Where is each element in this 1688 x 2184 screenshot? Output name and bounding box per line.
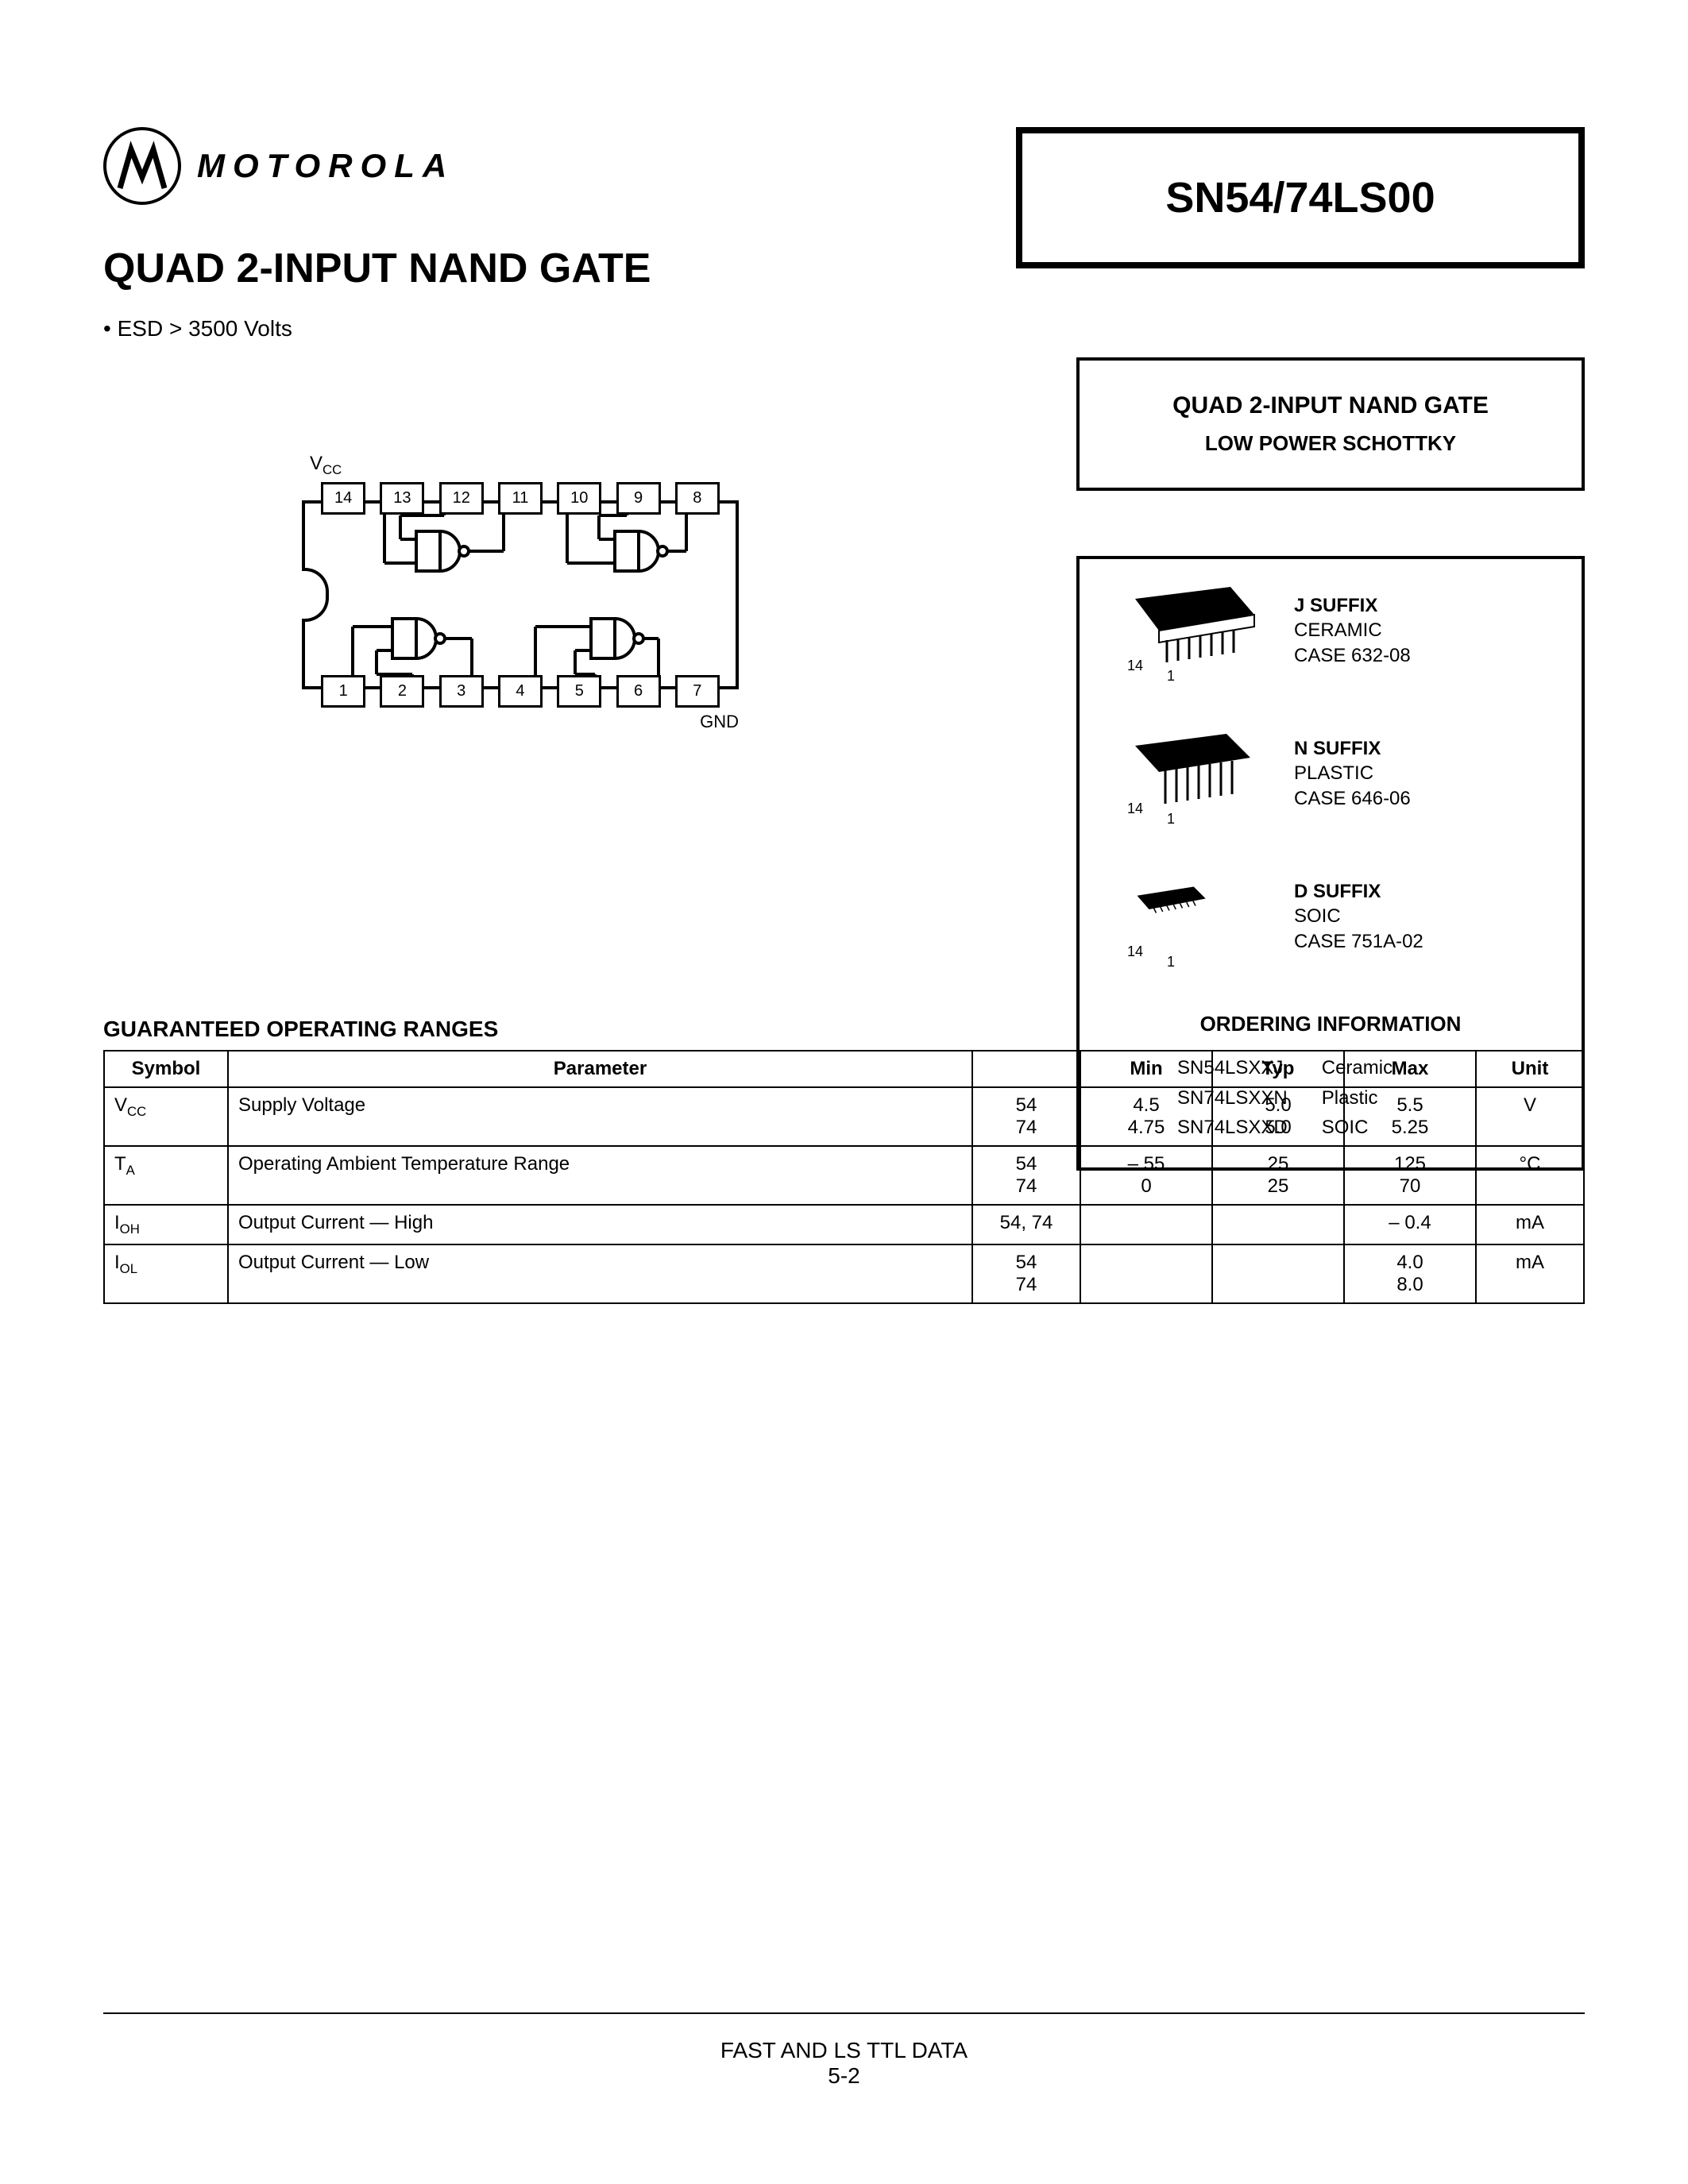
nand-gates-icon xyxy=(305,504,736,686)
ordering-row: SN74LSXXDSOIC xyxy=(1176,1113,1424,1142)
package-case: CASE 632-08 xyxy=(1294,643,1411,668)
cell-cond: 5474 xyxy=(972,1087,1080,1146)
package-suffix: D SUFFIX xyxy=(1294,879,1423,904)
package-row: 14 1 J SUFFIX CERAMIC CASE 632-08 xyxy=(1103,583,1558,678)
pin-9: 9 xyxy=(616,482,661,515)
ordering-desc: Ceramic xyxy=(1321,1054,1424,1082)
pin-13: 13 xyxy=(380,482,424,515)
pin-6: 6 xyxy=(616,675,661,708)
pin1-label: 1 xyxy=(1167,811,1175,828)
chip-body xyxy=(302,500,739,689)
desc-subtitle: LOW POWER SCHOTTKY xyxy=(1103,431,1558,456)
package-icon: 14 1 xyxy=(1103,583,1262,678)
ordering-list: SN54LSXXJCeramicSN74LSXXNPlasticSN74LSXX… xyxy=(1175,1052,1426,1144)
cell-param: Operating Ambient Temperature Range xyxy=(228,1146,972,1205)
pin-7: 7 xyxy=(675,675,720,708)
cell-cond: 5474 xyxy=(972,1146,1080,1205)
package-case: CASE 646-06 xyxy=(1294,786,1411,811)
pin14-label: 14 xyxy=(1127,658,1143,674)
pin-8: 8 xyxy=(675,482,720,515)
package-icon: 14 1 xyxy=(1103,726,1262,821)
package-info: J SUFFIX CERAMIC CASE 632-08 xyxy=(1294,593,1411,668)
gnd-label: GND xyxy=(302,712,739,732)
cell-param: Supply Voltage xyxy=(228,1087,972,1146)
cell-typ xyxy=(1212,1244,1344,1303)
ordering-code: SN74LSXXN xyxy=(1176,1084,1319,1113)
cell-min xyxy=(1080,1205,1212,1244)
cell-unit: mA xyxy=(1476,1244,1584,1303)
cell-max: – 0.4 xyxy=(1344,1205,1476,1244)
cell-cond: 54, 74 xyxy=(972,1205,1080,1244)
pin-10: 10 xyxy=(557,482,601,515)
cell-min xyxy=(1080,1244,1212,1303)
ordering-row: SN54LSXXJCeramic xyxy=(1176,1054,1424,1082)
vcc-label: VCC xyxy=(310,453,739,478)
cell-symbol: VCC xyxy=(104,1087,228,1146)
cell-symbol: IOH xyxy=(104,1205,228,1244)
pin-14: 14 xyxy=(321,482,365,515)
top-pin-row: 14 13 12 11 10 98 xyxy=(302,482,739,515)
package-case: CASE 751A-02 xyxy=(1294,929,1423,954)
esd-value: ESD > 3500 Volts xyxy=(118,316,292,341)
pin-2: 2 xyxy=(380,675,424,708)
table-header xyxy=(972,1051,1080,1087)
pin-3: 3 xyxy=(439,675,484,708)
bottom-pin-row: 1234567 xyxy=(302,675,739,708)
cell-param: Output Current — Low xyxy=(228,1244,972,1303)
table-row: IOH Output Current — High 54, 74 – 0.4 m… xyxy=(104,1205,1584,1244)
pin-4: 4 xyxy=(498,675,543,708)
package-suffix: N SUFFIX xyxy=(1294,736,1411,761)
page-footer: FAST AND LS TTL DATA 5-2 xyxy=(0,2012,1688,2089)
table-header: Symbol xyxy=(104,1051,228,1087)
packages-box: 14 1 J SUFFIX CERAMIC CASE 632-08 14 1 N… xyxy=(1076,556,1585,1171)
cell-param: Output Current — High xyxy=(228,1205,972,1244)
ordering-title: ORDERING INFORMATION xyxy=(1103,1012,1558,1036)
footer-page: 5-2 xyxy=(0,2063,1688,2089)
footer-text: FAST AND LS TTL DATA xyxy=(0,2038,1688,2063)
table-row: IOL Output Current — Low 5474 4.08.0 mA xyxy=(104,1244,1584,1303)
package-icon: 14 1 xyxy=(1103,869,1262,964)
pin14-label: 14 xyxy=(1127,801,1143,817)
package-row: 14 1 D SUFFIX SOIC CASE 751A-02 xyxy=(1103,869,1558,964)
cell-symbol: TA xyxy=(104,1146,228,1205)
part-number-box: SN54/74LS00 xyxy=(1016,127,1585,268)
ordering-row: SN74LSXXNPlastic xyxy=(1176,1084,1424,1113)
package-type: PLASTIC xyxy=(1294,761,1411,785)
datasheet-page: MOTOROLA QUAD 2-INPUT NAND GATE • ESD > … xyxy=(0,0,1688,2184)
ordering-code: SN54LSXXJ xyxy=(1176,1054,1319,1082)
pin-5: 5 xyxy=(557,675,601,708)
ordering-code: SN74LSXXD xyxy=(1176,1113,1319,1142)
pin-12: 12 xyxy=(439,482,484,515)
description-box: QUAD 2-INPUT NAND GATE LOW POWER SCHOTTK… xyxy=(1076,357,1585,491)
cell-max: 4.08.0 xyxy=(1344,1244,1476,1303)
package-type: SOIC xyxy=(1294,904,1423,928)
part-number: SN54/74LS00 xyxy=(1046,173,1555,222)
desc-title: QUAD 2-INPUT NAND GATE xyxy=(1103,392,1558,419)
package-info: N SUFFIX PLASTIC CASE 646-06 xyxy=(1294,736,1411,811)
package-row: 14 1 N SUFFIX PLASTIC CASE 646-06 xyxy=(1103,726,1558,821)
esd-bullet: • ESD > 3500 Volts xyxy=(103,316,1585,341)
cell-unit: mA xyxy=(1476,1205,1584,1244)
pin-1: 1 xyxy=(321,675,365,708)
cell-symbol: IOL xyxy=(104,1244,228,1303)
ordering-desc: SOIC xyxy=(1321,1113,1424,1142)
package-suffix: J SUFFIX xyxy=(1294,593,1411,618)
package-type: CERAMIC xyxy=(1294,618,1411,642)
motorola-logo-icon xyxy=(103,127,181,205)
pin1-label: 1 xyxy=(1167,668,1175,685)
pin-11: 11 xyxy=(498,482,543,515)
pin-diagram: VCC 141312111098 xyxy=(302,453,739,732)
package-info: D SUFFIX SOIC CASE 751A-02 xyxy=(1294,879,1423,954)
brand-name: MOTOROLA xyxy=(197,147,454,185)
pin14-label: 14 xyxy=(1127,943,1143,960)
cell-typ xyxy=(1212,1205,1344,1244)
ordering-desc: Plastic xyxy=(1321,1084,1424,1113)
cell-cond: 5474 xyxy=(972,1244,1080,1303)
pin1-label: 1 xyxy=(1167,954,1175,970)
table-header: Parameter xyxy=(228,1051,972,1087)
